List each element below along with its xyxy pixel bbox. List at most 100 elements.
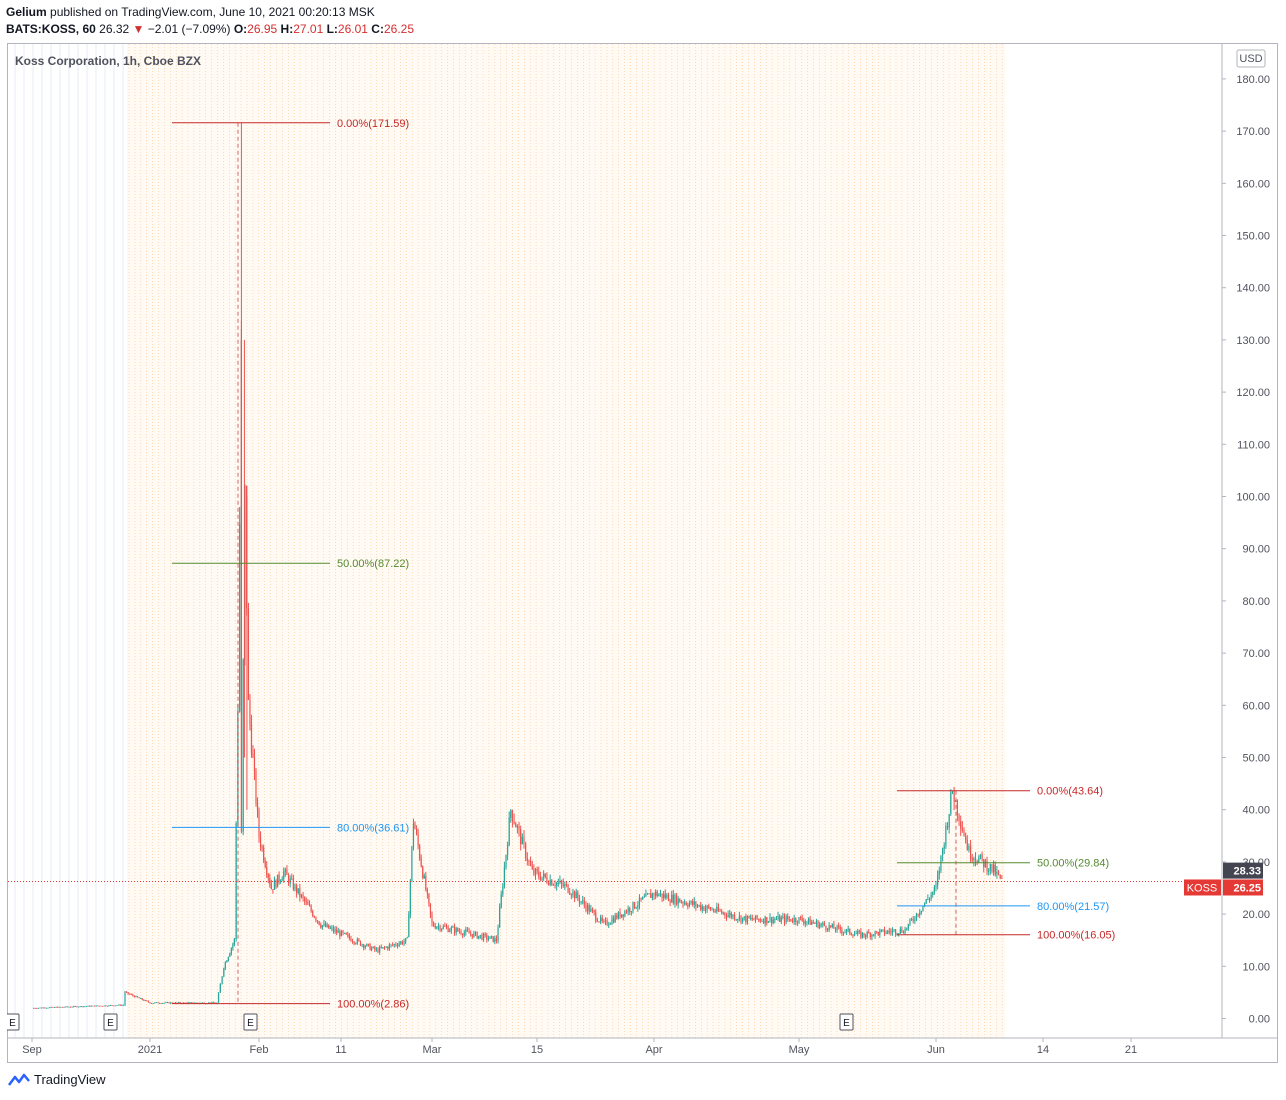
candle-body — [223, 968, 225, 977]
candle-body — [395, 944, 397, 946]
candle-body — [58, 1006, 60, 1008]
candle-body — [307, 901, 309, 905]
y-axis-tick-label: 130.00 — [1236, 335, 1270, 347]
candle-body — [203, 1002, 205, 1004]
candle-body — [991, 864, 993, 872]
candle-body — [531, 865, 533, 870]
candle-body — [63, 1007, 65, 1008]
candle-body — [722, 912, 724, 914]
price-change: −2.01 (−7.09%) — [147, 22, 231, 36]
candle-body — [725, 915, 728, 918]
author-name[interactable]: Gelium — [6, 5, 47, 19]
candle-body — [630, 911, 632, 912]
candle-body — [719, 910, 721, 912]
candle-body — [170, 1002, 172, 1004]
price-chart[interactable]: 0.00%(171.59) 50.00%(87.22) 80.00%(36.61) 1… — [5, 43, 1278, 1063]
candle-body — [361, 944, 363, 946]
candle-body — [838, 925, 840, 927]
candle-body — [885, 932, 887, 934]
candle-body — [484, 933, 486, 935]
candle-body — [390, 944, 392, 946]
candle-body — [692, 900, 694, 905]
candle-body — [127, 992, 129, 994]
candle-body — [547, 882, 550, 885]
candle-body — [217, 992, 220, 1003]
candle-body — [113, 1005, 115, 1007]
candle-body — [703, 906, 705, 911]
candle-body — [751, 917, 753, 920]
candle-body — [941, 848, 944, 856]
candle-body — [850, 933, 852, 935]
candle-body — [329, 928, 331, 929]
candle-body — [675, 895, 678, 905]
chart-container[interactable]: 0.00%(171.59) 50.00%(87.22) 80.00%(36.61) 1… — [5, 43, 1278, 1063]
candle-body — [149, 1002, 151, 1004]
candle-body — [267, 874, 269, 878]
candle-body — [47, 1007, 49, 1009]
candle-body — [857, 931, 859, 934]
candle-body — [409, 880, 411, 915]
earnings-marker[interactable]: E — [103, 1013, 118, 1031]
candle-body — [834, 928, 837, 931]
candle-body — [616, 915, 618, 919]
candle-body — [672, 894, 674, 904]
candle-body — [77, 1006, 80, 1008]
candle-body — [560, 880, 563, 884]
candle-body — [625, 911, 628, 913]
candle-body — [572, 891, 574, 896]
candle-body — [570, 894, 572, 896]
candle-body — [868, 932, 870, 934]
fib-level-label: 100.00%(16.05) — [1037, 930, 1115, 942]
candle-body — [292, 878, 294, 890]
candle-body — [129, 993, 131, 995]
y-axis-tick-label: 180.00 — [1236, 74, 1270, 86]
candle-body — [337, 931, 339, 933]
x-axis-tick-label: Apr — [645, 1044, 662, 1056]
candle-body — [92, 1005, 94, 1007]
candle-body — [244, 485, 246, 660]
candle-body — [111, 1005, 113, 1006]
candle-body — [230, 948, 232, 954]
footer-brand[interactable]: TradingView — [34, 1072, 106, 1087]
y-axis-tick-label: 140.00 — [1236, 283, 1270, 295]
candle-body — [468, 931, 470, 934]
candle-body — [387, 946, 389, 949]
candle-body — [876, 931, 878, 933]
candle-body — [783, 916, 786, 923]
candle-body — [232, 944, 234, 949]
tradingview-logo-icon[interactable] — [8, 1073, 30, 1087]
candle-body — [371, 947, 373, 951]
candle-body — [97, 1005, 99, 1007]
candle-body — [902, 932, 905, 934]
close-value: 26.25 — [383, 22, 414, 36]
candle-body — [656, 891, 658, 897]
candle-body — [452, 926, 454, 928]
candle-body — [318, 921, 320, 925]
currency-button[interactable]: USD — [1236, 49, 1266, 68]
candle-body — [135, 996, 137, 998]
candle-body — [624, 911, 626, 917]
earnings-marker[interactable]: E — [5, 1013, 20, 1031]
candle-body — [693, 901, 695, 905]
candle-body — [116, 1005, 118, 1007]
earnings-marker-box[interactable] — [243, 1013, 258, 1031]
candle-body — [367, 944, 370, 945]
candle-body — [740, 915, 742, 922]
candle-body — [520, 829, 522, 845]
candle-body — [993, 864, 995, 872]
x-axis-tick-label: Jun — [927, 1044, 945, 1056]
earnings-marker-box[interactable] — [103, 1013, 118, 1031]
candle-body — [536, 869, 538, 872]
x-axis-tick-label: 21 — [1125, 1044, 1137, 1056]
earnings-marker[interactable]: E — [839, 1013, 854, 1031]
earnings-marker[interactable]: E — [243, 1013, 258, 1031]
candle-body — [637, 905, 639, 908]
candle-body — [659, 893, 662, 895]
candle-body — [785, 916, 787, 923]
earnings-marker-box[interactable] — [839, 1013, 854, 1031]
candle-body — [340, 930, 343, 937]
candle-body — [887, 930, 889, 933]
candle-body — [530, 861, 532, 866]
candle-body — [869, 933, 871, 938]
candle-body — [852, 934, 854, 936]
